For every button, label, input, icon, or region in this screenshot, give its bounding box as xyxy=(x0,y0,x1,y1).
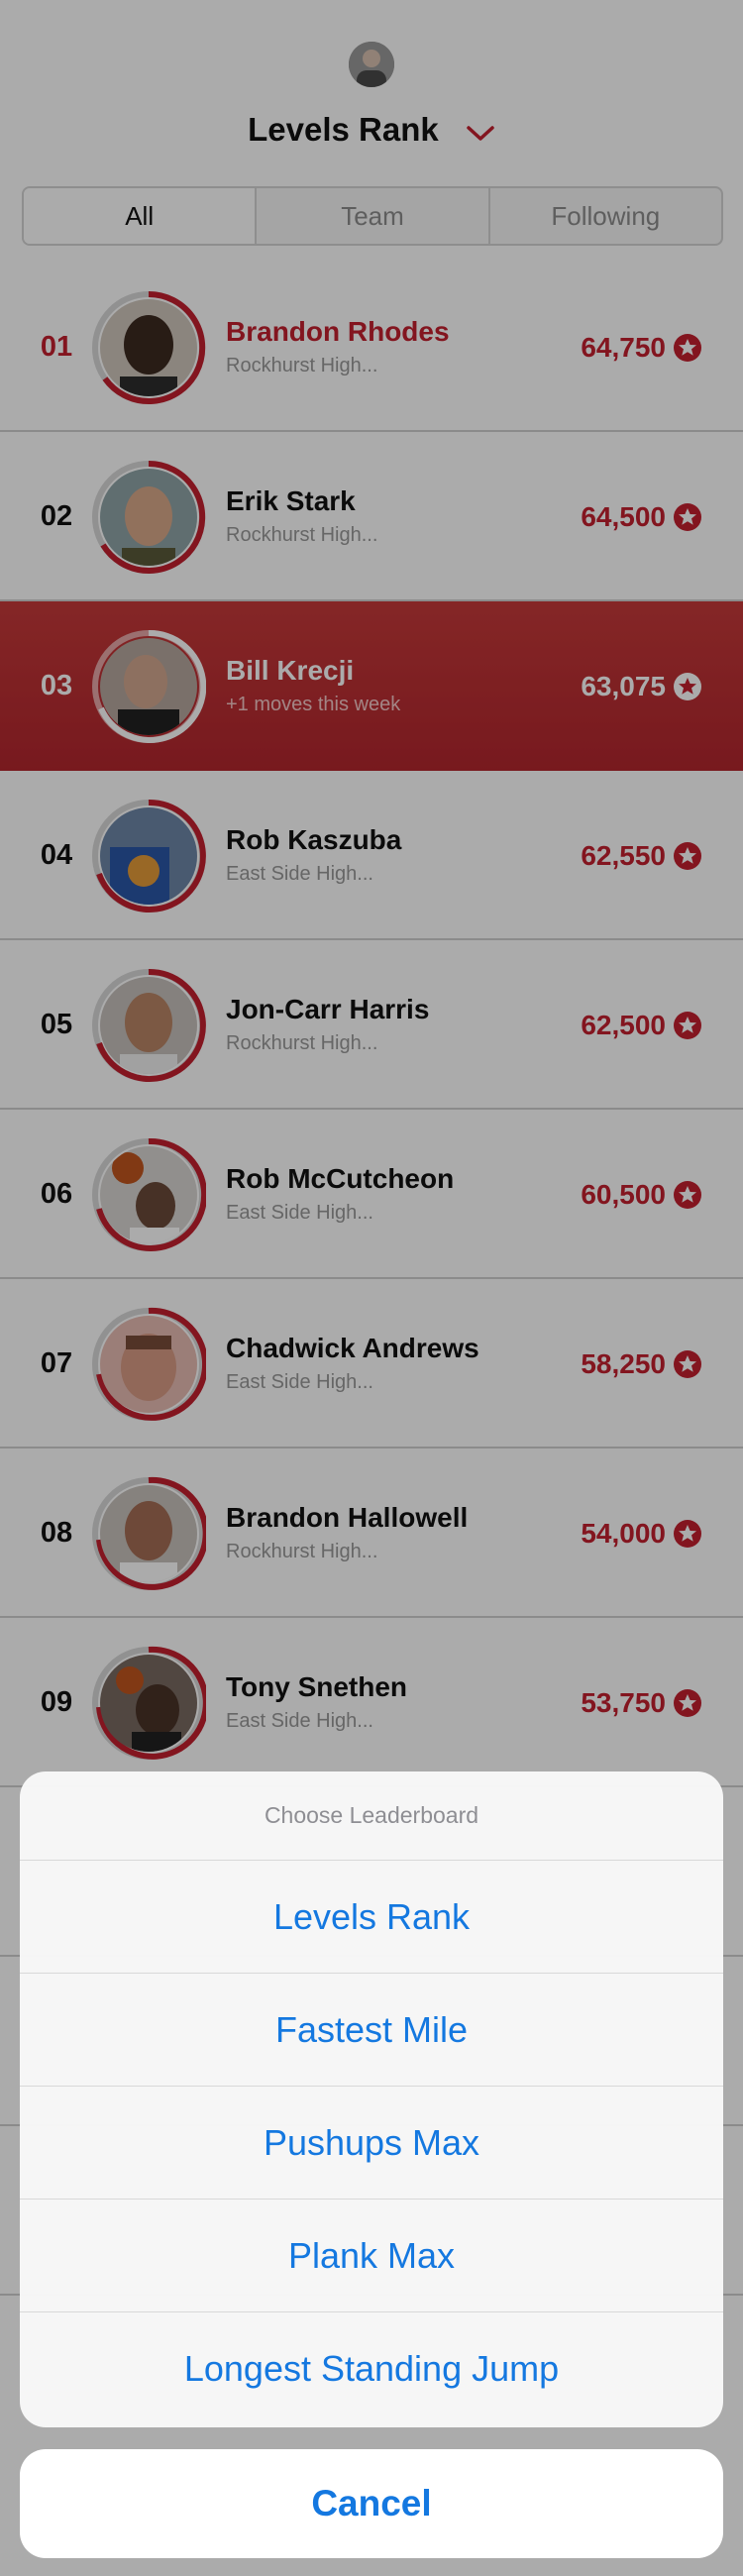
avatar xyxy=(100,977,197,1074)
page-title: Levels Rank xyxy=(248,111,439,148)
star-icon xyxy=(674,502,701,531)
leaderboard-row[interactable]: 06 Rob McCutcheon East Side High... 60,50… xyxy=(0,1110,743,1279)
athlete-name: Bill Krecji xyxy=(226,655,355,686)
avatar xyxy=(100,1485,197,1582)
score-value: 63,075 xyxy=(581,670,666,701)
progress-ring xyxy=(92,799,206,912)
athlete-school: East Side High... xyxy=(226,1202,373,1224)
progress-ring xyxy=(92,1307,206,1421)
athlete-name: Brandon Rhodes xyxy=(226,316,450,347)
rank-number: 04 xyxy=(40,839,73,871)
leaderboard-row[interactable]: 08 Brandon Hallowell Rockhurst High... 54… xyxy=(0,1449,743,1618)
weekly-movement: +1 moves this week xyxy=(226,694,401,715)
option-pushups-max[interactable]: Pushups Max xyxy=(20,2087,723,2200)
athlete-school: Rockhurst High... xyxy=(226,524,378,546)
avatar xyxy=(100,1316,197,1413)
option-levels-rank[interactable]: Levels Rank xyxy=(20,1861,723,1974)
score-value: 54,000 xyxy=(581,1517,666,1549)
leaderboard-row[interactable]: 05 Jon-Carr Harris Rockhurst High... 62,5… xyxy=(0,940,743,1110)
avatar xyxy=(100,638,197,735)
rank-number: 07 xyxy=(40,1347,73,1379)
rank-number: 02 xyxy=(40,500,73,532)
score-value: 62,500 xyxy=(581,1009,666,1040)
score: 64,500 xyxy=(581,432,701,601)
athlete-school: East Side High... xyxy=(226,1710,373,1732)
score-value: 64,500 xyxy=(581,500,666,532)
rank-number: 08 xyxy=(40,1517,73,1549)
avatar xyxy=(100,1655,197,1752)
rank-number: 09 xyxy=(40,1686,73,1718)
athlete-name: Jon-Carr Harris xyxy=(226,994,430,1024)
progress-ring xyxy=(92,1137,206,1251)
score-value: 60,500 xyxy=(581,1178,666,1210)
progress-ring xyxy=(92,968,206,1082)
choose-leaderboard-sheet: Choose Leaderboard Levels Rank Fastest M… xyxy=(20,1771,723,2427)
score: 63,075 xyxy=(581,601,701,771)
leaderboard-row[interactable]: 01 Brandon Rhodes Rockhurst High... 64,75… xyxy=(0,263,743,432)
leaderboard-row[interactable]: 04 Rob Kaszuba East Side High... 62,550 xyxy=(0,771,743,940)
tab-following[interactable]: Following xyxy=(551,200,661,231)
avatar xyxy=(100,807,197,905)
star-icon xyxy=(674,333,701,362)
leaderboard-row[interactable]: 02 Erik Stark Rockhurst High... 64,500 xyxy=(0,432,743,601)
athlete-school: Rockhurst High... xyxy=(226,1541,378,1562)
tab-team[interactable]: Team xyxy=(257,188,490,244)
progress-ring xyxy=(92,1476,206,1590)
score: 64,750 xyxy=(581,263,701,432)
star-icon xyxy=(674,841,701,870)
rank-number: 06 xyxy=(40,1178,73,1210)
score: 60,500 xyxy=(581,1110,701,1279)
progress-ring xyxy=(92,629,206,743)
progress-ring xyxy=(92,460,206,574)
athlete-school: Rockhurst High... xyxy=(226,1032,378,1054)
avatar xyxy=(100,1146,197,1243)
filter-segmented-control: All Team Following xyxy=(22,186,723,246)
rank-number: 03 xyxy=(40,670,73,701)
score: 62,500 xyxy=(581,940,701,1110)
star-icon xyxy=(674,1688,701,1717)
athlete-name: Rob McCutcheon xyxy=(226,1163,455,1194)
athlete-name: Erik Stark xyxy=(226,485,356,516)
athlete-name: Rob Kaszuba xyxy=(226,824,402,855)
avatar xyxy=(100,299,197,396)
avatar xyxy=(100,469,197,566)
score-value: 64,750 xyxy=(581,331,666,363)
score-value: 58,250 xyxy=(581,1347,666,1379)
athlete-name: Brandon Hallowell xyxy=(226,1502,469,1533)
star-icon xyxy=(674,1349,701,1378)
star-icon xyxy=(674,1519,701,1548)
header: Levels Rank xyxy=(0,0,743,183)
score-value: 62,550 xyxy=(581,839,666,871)
score: 53,750 xyxy=(581,1618,701,1787)
sheet-title: Choose Leaderboard xyxy=(20,1771,723,1861)
score-value: 53,750 xyxy=(581,1686,666,1718)
athlete-name: Tony Snethen xyxy=(226,1671,408,1702)
leaderboard-row[interactable]: 09 Tony Snethen East Side High... 53,750 xyxy=(0,1618,743,1787)
score: 58,250 xyxy=(581,1279,701,1449)
chevron-down-icon xyxy=(466,113,495,151)
star-icon xyxy=(674,1011,701,1039)
progress-ring xyxy=(92,290,206,404)
rank-number: 01 xyxy=(40,331,73,363)
option-longest-standing-jump[interactable]: Longest Standing Jump xyxy=(183,2348,560,2389)
score: 54,000 xyxy=(581,1449,701,1618)
star-icon xyxy=(674,1180,701,1209)
athlete-school: Rockhurst High... xyxy=(226,355,378,376)
leaderboard-row-current-user[interactable]: 03 Bill Krecji +1 moves this week 63,075 xyxy=(0,601,743,771)
cancel-button[interactable]: Cancel xyxy=(20,2449,723,2558)
progress-ring xyxy=(92,1646,206,1760)
option-fastest-mile[interactable]: Fastest Mile xyxy=(20,1974,723,2087)
star-icon xyxy=(674,672,701,700)
tab-all[interactable]: All xyxy=(24,188,258,244)
option-plank-max[interactable]: Plank Max xyxy=(20,2200,723,2312)
leaderboard-selector[interactable]: Levels Rank xyxy=(0,111,743,151)
athlete-school: East Side High... xyxy=(226,863,373,885)
leaderboard-row[interactable]: 07 Chadwick Andrews East Side High... 58,… xyxy=(0,1279,743,1449)
score: 62,550 xyxy=(581,771,701,940)
rank-number: 05 xyxy=(40,1009,73,1040)
profile-avatar[interactable] xyxy=(349,42,394,87)
athlete-school: East Side High... xyxy=(226,1371,373,1393)
athlete-name: Chadwick Andrews xyxy=(226,1333,479,1363)
